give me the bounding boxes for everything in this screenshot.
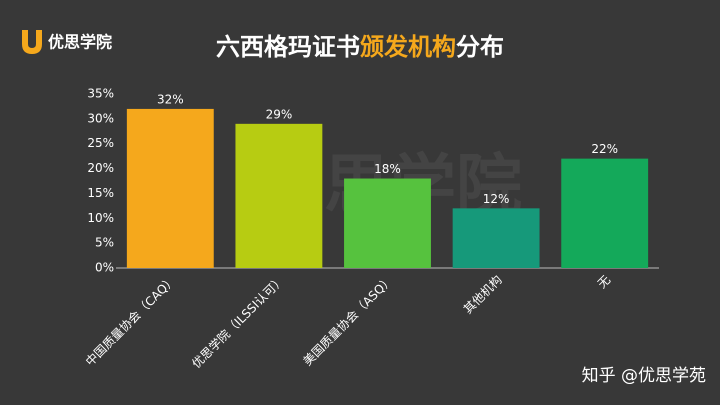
bar	[561, 158, 649, 268]
bar	[344, 178, 431, 268]
logo-icon	[22, 30, 42, 54]
y-tick-label: 15%	[87, 186, 114, 200]
y-tick-label: 25%	[87, 136, 114, 150]
chart-title: 六西格玛证书颁发机构分布	[216, 33, 504, 61]
value-label: 18%	[374, 162, 401, 176]
y-tick-label: 5%	[95, 236, 114, 250]
logo-text: 优思学院	[48, 33, 112, 52]
title-part: 分布	[456, 33, 504, 61]
bar	[452, 208, 540, 268]
value-label: 32%	[157, 92, 184, 106]
title-part: 六西格玛证书	[216, 33, 360, 61]
value-label: 12%	[483, 192, 510, 206]
bar	[126, 108, 214, 269]
bar	[235, 123, 323, 268]
credit: 知乎 @优思学苑	[582, 366, 706, 386]
value-label: 22%	[591, 142, 618, 156]
y-tick-label: 20%	[87, 161, 114, 175]
title-highlight: 颁发机构	[360, 33, 456, 61]
logo: 优思学院	[22, 30, 112, 54]
value-label: 29%	[266, 107, 293, 121]
y-tick-label: 30%	[87, 111, 114, 125]
y-tick-label: 35%	[87, 87, 114, 101]
y-tick-label: 10%	[87, 211, 114, 225]
y-tick-label: 0%	[95, 261, 114, 275]
